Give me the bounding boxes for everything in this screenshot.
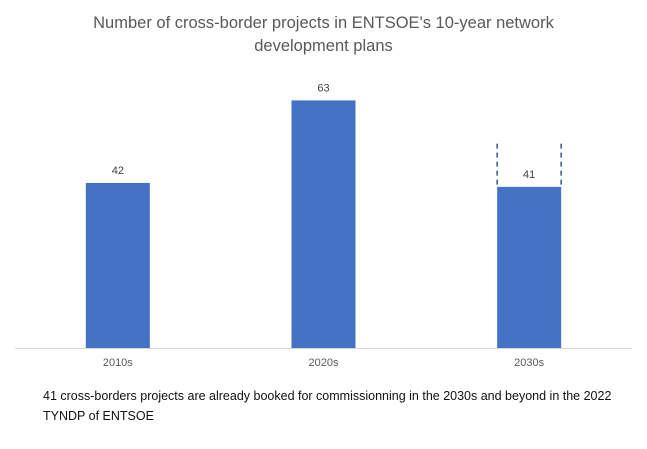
bar-2010s [85, 182, 150, 348]
chart-title-line-1: Number of cross-border projects in ENTSO… [93, 14, 554, 32]
chart-title-line-2: development plans [254, 37, 393, 55]
x-tick-label-2010s: 2010s [103, 357, 133, 369]
data-label-2020s: 63 [317, 82, 329, 94]
chart-title: Number of cross-border projects in ENTSO… [0, 12, 647, 58]
bar-chart: 42 2010s 63 2020s 41 2030s [15, 82, 632, 369]
data-label-2010s: 42 [112, 165, 124, 177]
chart-footnote: 41 cross-borders projects are already bo… [43, 389, 612, 423]
bar-2030s [497, 186, 562, 348]
x-tick-label-2030s: 2030s [514, 357, 544, 369]
data-label-2030s: 41 [523, 169, 535, 181]
bar-2020s [291, 100, 356, 348]
x-tick-label-2020s: 2020s [309, 357, 339, 369]
